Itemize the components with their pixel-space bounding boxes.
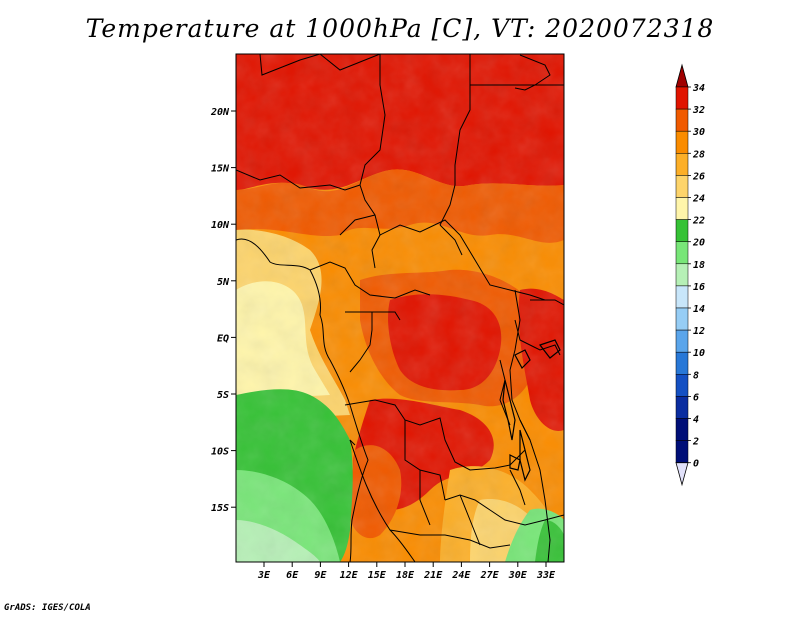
colorbar-label: 6 (693, 392, 699, 403)
colorbar-segment (675, 263, 689, 287)
colorbar-segment (675, 241, 689, 265)
lon-tick-label: 18E (396, 570, 415, 581)
lon-tick-label: 33E (536, 570, 556, 581)
lat-tick-label: 5S (217, 390, 229, 401)
temperature-field (236, 54, 564, 562)
lat-tick-label: 10N (211, 220, 230, 231)
lat-tick-label: 10S (211, 447, 229, 458)
colorbar-segment (675, 285, 689, 309)
lat-tick-label: 15N (211, 164, 230, 175)
longitude-ticks: 3E 6E 9E 12E 15E 18E 21E 24E 27E 30E 33E (257, 562, 556, 581)
colorbar-segment (675, 175, 689, 198)
colorbar-segment (675, 130, 689, 154)
colorbar-segment (675, 153, 689, 176)
colorbar-segment (675, 440, 689, 463)
colorbar-label: 10 (693, 348, 705, 359)
colorbar-label: 12 (693, 326, 705, 337)
colorbar-label: 24 (692, 194, 705, 205)
map-frame (235, 53, 565, 563)
map-title: Temperature at 1000hPa [C], VT: 20200723… (85, 14, 715, 43)
lon-tick-label: 27E (480, 570, 500, 581)
lon-tick-label: 24E (451, 570, 471, 581)
colorbar-label: 0 (693, 459, 699, 470)
colorbar-top-arrow (675, 63, 689, 88)
colorbar-label: 4 (693, 415, 699, 426)
lon-tick-label: 21E (423, 570, 443, 581)
lakes (502, 339, 561, 482)
colorbar-segment (675, 307, 689, 331)
lat-tick-label: EQ (217, 333, 229, 344)
colorbar-segment (675, 374, 689, 397)
colorbar-label: 26 (692, 171, 705, 182)
colorbar-segment (675, 418, 689, 441)
colorbar-segment (675, 351, 689, 375)
lat-tick-label: 5N (217, 277, 230, 288)
colorbar-label: 34 (692, 83, 705, 94)
colorbar-label: 2 (692, 437, 699, 448)
colorbar-segment (675, 108, 689, 132)
colorbar-segment (675, 396, 689, 419)
colorbar-segment (675, 86, 689, 110)
colorbar-label: 22 (692, 216, 705, 227)
lon-tick-label: 12E (340, 570, 359, 581)
colorbar-label: 32 (692, 105, 705, 116)
colorbar-label: 14 (693, 304, 705, 315)
colorbar-label: 16 (693, 282, 705, 293)
colorbar-label: 20 (692, 238, 705, 249)
colorbar-segment (675, 219, 689, 242)
lat-tick-label: 20N (210, 107, 230, 118)
colorbar-label: 8 (693, 370, 699, 381)
colorbar-segment (675, 197, 689, 220)
colorbar-label: 30 (692, 127, 705, 138)
lon-tick-label: 6E (286, 570, 299, 581)
lon-tick-label: 30E (508, 570, 528, 581)
country-borders (236, 54, 564, 562)
lon-tick-label: 15E (368, 570, 387, 581)
lon-tick-label: 9E (314, 570, 327, 581)
colorbar-bottom-arrow (675, 462, 689, 487)
colorbar-segment (675, 329, 689, 353)
latitude-ticks: 20N 15N 10N 5N EQ 5S 10S 15S (210, 107, 236, 514)
credit-label: GrADS: IGES/COLA (4, 603, 91, 613)
lat-tick-label: 15S (211, 503, 229, 514)
colorbar-label: 18 (693, 260, 705, 271)
colorbar-label: 28 (692, 149, 705, 160)
lon-tick-label: 3E (257, 570, 271, 581)
